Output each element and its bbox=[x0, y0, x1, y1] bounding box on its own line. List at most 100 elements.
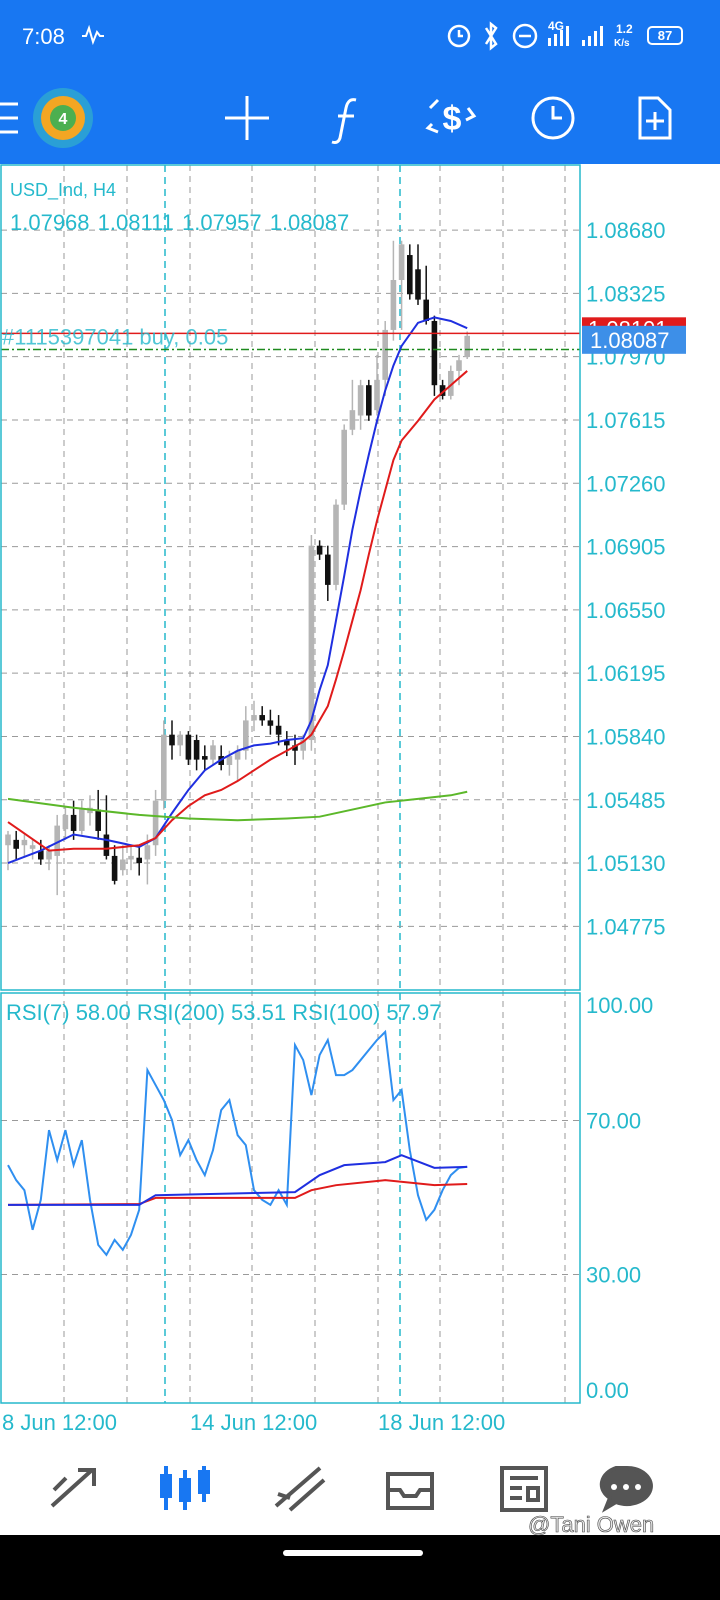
home-indicator[interactable] bbox=[283, 1550, 423, 1556]
toolbar: 4 $ bbox=[0, 88, 672, 148]
y-tick-label: 1.05840 bbox=[586, 724, 666, 749]
y-tick-label: 1.04775 bbox=[586, 914, 666, 939]
candle-body bbox=[103, 834, 110, 856]
rsi-header: RSI(7) 58.00 RSI(200) 53.51 RSI(100) 57.… bbox=[6, 1000, 441, 1025]
y-tick-label: 1.05485 bbox=[586, 788, 666, 813]
candle-body bbox=[349, 410, 356, 430]
candle-body bbox=[456, 360, 462, 371]
template-button[interactable] bbox=[638, 96, 672, 140]
candle-body bbox=[398, 244, 405, 281]
app-logo[interactable]: 4 bbox=[33, 88, 93, 148]
candle-body bbox=[202, 756, 208, 760]
candle-body bbox=[333, 504, 339, 585]
battery bbox=[647, 26, 683, 45]
signal-bars bbox=[548, 26, 603, 46]
ohlc-low: 1.07957 bbox=[182, 210, 262, 235]
position-label: #1115397041 buy, 0.05 bbox=[2, 324, 228, 349]
candle-body bbox=[29, 845, 36, 849]
candle-body bbox=[234, 750, 241, 760]
main-panel bbox=[0, 164, 581, 991]
nav-history[interactable] bbox=[386, 1472, 434, 1510]
candle-body bbox=[407, 255, 413, 295]
ohlc-header: 1.07968 1.08111 1.07957 1.08087 bbox=[10, 210, 349, 235]
nav-quotes[interactable] bbox=[50, 1468, 96, 1508]
nav-trade[interactable] bbox=[274, 1466, 326, 1512]
x-tick-label: 18 Jun 12:00 bbox=[378, 1410, 505, 1435]
candle-body bbox=[120, 859, 126, 871]
y-tick-label: 1.08325 bbox=[586, 281, 666, 306]
y-tick-label: 0.00 bbox=[586, 1378, 629, 1403]
candle-body bbox=[415, 269, 421, 300]
candle-body bbox=[448, 370, 454, 396]
candle-body bbox=[128, 855, 134, 860]
candle-body bbox=[21, 839, 28, 846]
candle-body bbox=[423, 299, 429, 322]
candle-body bbox=[161, 734, 167, 801]
candle-body bbox=[431, 321, 438, 386]
y-tick-label: 1.06195 bbox=[586, 661, 666, 686]
candle-body bbox=[439, 385, 446, 396]
candle-body bbox=[210, 745, 216, 760]
ohlc-close: 1.08087 bbox=[270, 210, 350, 235]
battery-level: 87 bbox=[658, 28, 672, 43]
rsi-line bbox=[8, 1154, 468, 1206]
x-tick-label: 14 Jun 12:00 bbox=[190, 1410, 317, 1435]
candle-body bbox=[292, 745, 298, 751]
candle-body bbox=[169, 734, 175, 746]
y-tick-label: 1.06550 bbox=[586, 598, 666, 623]
watermark: @Tani Owen bbox=[528, 1512, 654, 1537]
candle-body bbox=[144, 845, 151, 860]
candle-body bbox=[226, 756, 233, 765]
candle-body bbox=[177, 734, 183, 746]
candle-body bbox=[70, 814, 77, 831]
candle-body bbox=[251, 715, 257, 721]
x-tick-label: 8 Jun 12:00 bbox=[2, 1410, 117, 1435]
ohlc-open: 1.07968 bbox=[10, 210, 90, 235]
candle-body bbox=[46, 850, 52, 860]
candle-body bbox=[5, 834, 11, 846]
y-tick-label: 1.05130 bbox=[586, 851, 666, 876]
rsi-value: 53.51 bbox=[231, 1000, 286, 1025]
candle-body bbox=[13, 839, 19, 849]
net-speed-unit: K/s bbox=[614, 38, 630, 49]
trade-button[interactable] bbox=[425, 98, 477, 134]
y-tick-label: 100.00 bbox=[586, 993, 653, 1018]
system-nav bbox=[0, 1535, 720, 1600]
rsi-name: RSI(100) bbox=[292, 1000, 380, 1025]
candle-body bbox=[79, 809, 85, 831]
chat-dots bbox=[611, 1484, 641, 1490]
last-price-tag bbox=[582, 325, 686, 354]
symbol-title: USD_Ind, H4 bbox=[10, 180, 116, 201]
moving-average bbox=[7, 370, 468, 852]
nav-icons bbox=[50, 1465, 653, 1513]
svg-text:4: 4 bbox=[59, 111, 68, 128]
y-tick-label: 1.06905 bbox=[586, 535, 666, 560]
y-tick-label: 1.07615 bbox=[586, 408, 666, 433]
candle-body bbox=[62, 814, 69, 830]
candle-body bbox=[54, 825, 60, 856]
nav-news[interactable] bbox=[500, 1466, 548, 1512]
crosshair-button[interactable] bbox=[225, 96, 269, 140]
moving-average bbox=[7, 790, 468, 822]
candle-body bbox=[366, 385, 372, 416]
menu-button[interactable] bbox=[0, 102, 18, 134]
candle-body bbox=[374, 379, 380, 411]
candle-body bbox=[152, 800, 159, 846]
candle-body bbox=[390, 280, 397, 330]
candle-body bbox=[193, 740, 200, 760]
nav-chart[interactable] bbox=[160, 1466, 210, 1510]
timeframe-button[interactable] bbox=[531, 96, 575, 140]
indicators-button[interactable] bbox=[331, 98, 357, 144]
candle-body bbox=[308, 545, 315, 741]
activity-icon bbox=[82, 24, 104, 46]
last-price: 1.08087 bbox=[590, 328, 670, 353]
candle-body bbox=[259, 715, 265, 721]
chart-area: 1.086801.083251.079701.076151.072601.069… bbox=[1, 165, 686, 1435]
candle-body bbox=[325, 554, 331, 585]
status-time: 7:08 bbox=[22, 24, 65, 49]
candle-body bbox=[464, 335, 470, 358]
rsi-name: RSI(7) bbox=[6, 1000, 70, 1025]
y-tick-label: 30.00 bbox=[586, 1263, 641, 1288]
svg-text:$: $ bbox=[443, 100, 462, 138]
